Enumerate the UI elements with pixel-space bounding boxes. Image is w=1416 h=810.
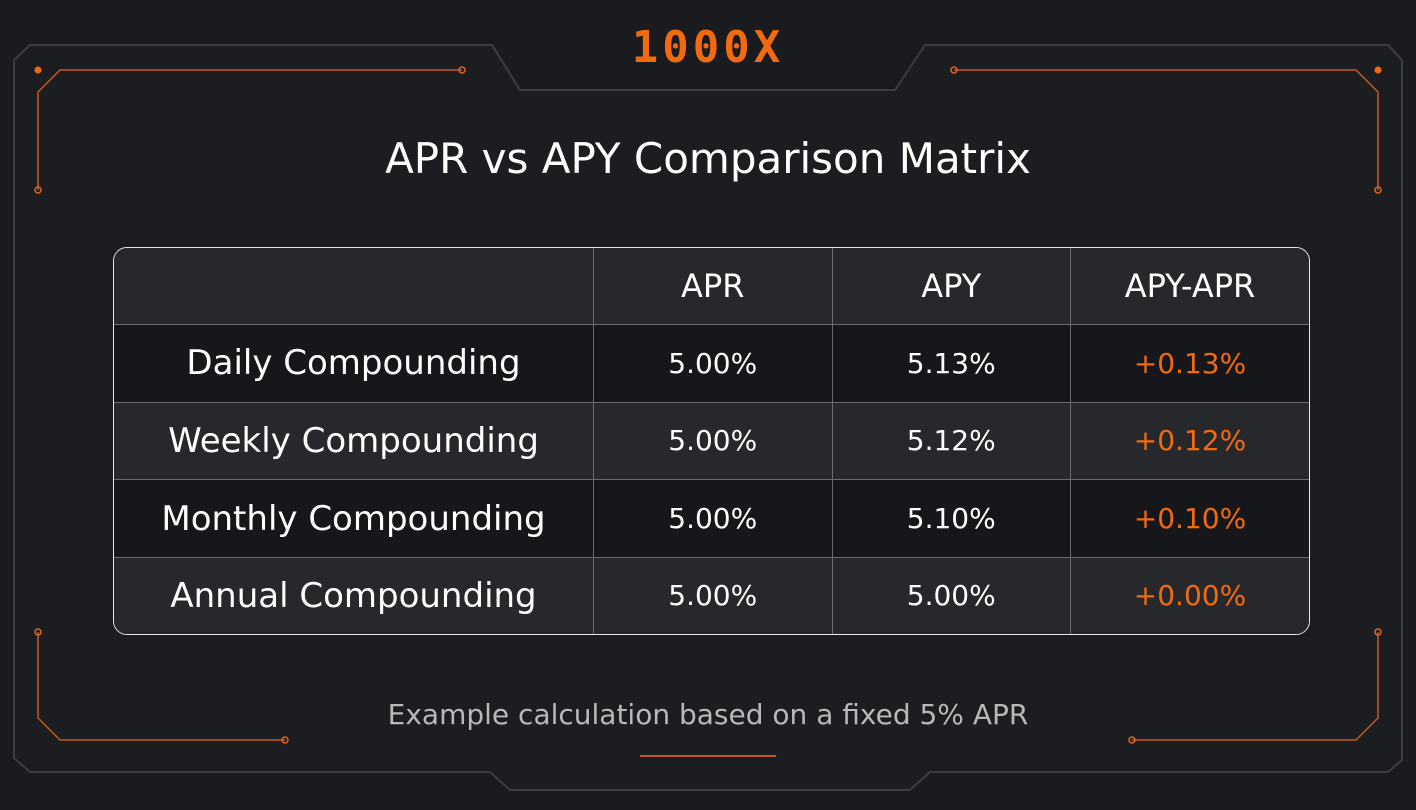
column-header: APY-APR — [1070, 248, 1309, 325]
table-cell: +0.13% — [1070, 324, 1309, 403]
header-row: APR APY APY-APR — [114, 248, 1309, 325]
row-label: Weekly Compounding — [114, 401, 594, 481]
column-header: APY — [831, 248, 1071, 325]
table-cell: 5.00% — [593, 324, 833, 403]
table-cell: 5.10% — [831, 479, 1071, 558]
table-cell: 5.12% — [831, 401, 1071, 481]
corner-cell — [114, 248, 594, 325]
table-cell: 5.13% — [831, 324, 1071, 403]
column-header: APR — [593, 248, 833, 325]
table-cell: +0.10% — [1070, 479, 1309, 558]
comparison-table: APR APY APY-APR Daily Compounding 5.00% 5.13… — [114, 248, 1309, 634]
title: APR vs APY Comparison Matrix — [385, 134, 1031, 183]
table-cell: 5.00% — [593, 479, 833, 558]
table: APR APY APY-APR Daily Compounding 5.00% 5.13… — [113, 247, 1310, 635]
row-label: Monthly Compounding — [114, 479, 594, 558]
table-cell: 5.00% — [831, 556, 1071, 634]
footnote: Example calculation based on a fixed 5% … — [387, 698, 1029, 731]
table-cell: +0.00% — [1070, 556, 1309, 634]
table-row: Daily Compounding 5.00% 5.13% +0.13% — [114, 324, 1309, 403]
row-label: Annual Compounding — [114, 556, 594, 634]
table-cell: 5.00% — [593, 556, 833, 634]
table-row: Weekly Compounding 5.00% 5.12% +0.12% — [114, 401, 1309, 481]
logo: 1000X — [631, 22, 785, 73]
table-cell: +0.12% — [1070, 401, 1309, 481]
row-label: Daily Compounding — [114, 324, 594, 403]
table-row: Monthly Compounding 5.00% 5.10% +0.10% — [114, 479, 1309, 558]
table-cell: 5.00% — [593, 401, 833, 481]
table-row: Annual Compounding 5.00% 5.00% +0.00% — [114, 556, 1309, 634]
